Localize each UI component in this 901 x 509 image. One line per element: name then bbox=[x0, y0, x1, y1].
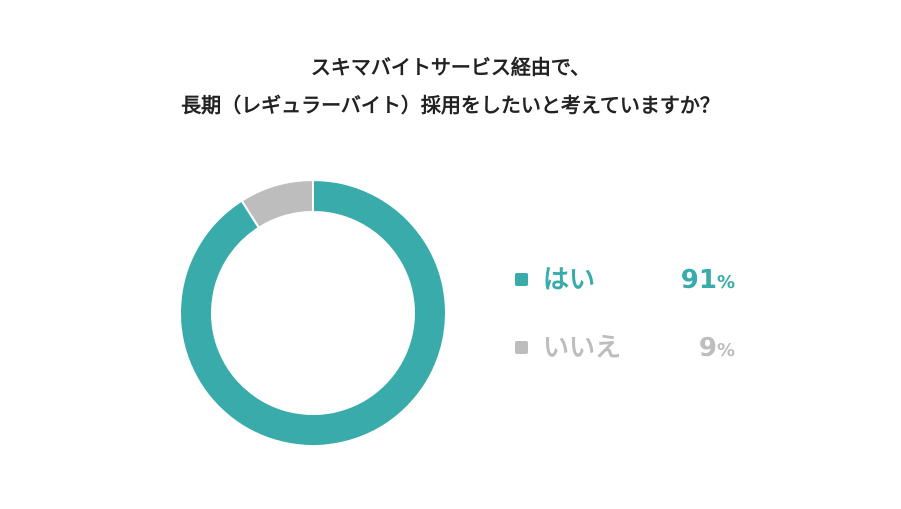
legend-value-no: 9% bbox=[699, 328, 735, 371]
legend-value-yes-number: 91 bbox=[680, 265, 717, 295]
legend-swatch-no bbox=[515, 341, 528, 354]
legend-value-yes: 91% bbox=[681, 260, 735, 303]
legend-label-no: いいえ bbox=[543, 333, 622, 363]
legend-label-yes: はい bbox=[543, 265, 596, 295]
chart-title-line-1: スキマバイトサービス経由で、 bbox=[310, 55, 591, 79]
legend-item-yes: はい 91% bbox=[515, 260, 735, 300]
donut-slice-yes bbox=[179, 178, 447, 447]
donut-slices bbox=[179, 178, 447, 447]
legend-swatch-yes bbox=[515, 273, 528, 286]
legend-value-no-unit: % bbox=[716, 340, 735, 361]
legend-value-yes-unit: % bbox=[716, 272, 735, 293]
donut-slice-no bbox=[240, 178, 314, 230]
legend-item-no: いいえ 9% bbox=[515, 328, 735, 368]
legend-value-no-number: 9 bbox=[698, 333, 717, 363]
chart-title-line-2: 長期（レギュラーバイト）採用をしたいと考えていますか？ bbox=[181, 93, 720, 117]
